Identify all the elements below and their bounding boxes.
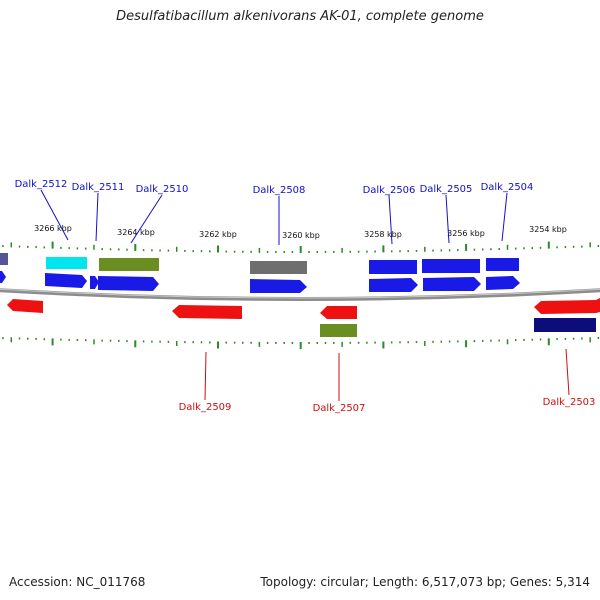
gene-feature-green[interactable] [99, 258, 159, 271]
scale-label: 3264 kbp [117, 228, 155, 237]
scale-label: 3254 kbp [529, 225, 567, 234]
scale-label: 3256 kbp [447, 229, 485, 238]
gene-arrow-forward[interactable] [45, 273, 87, 288]
scale-label: 3266 kbp [34, 224, 72, 233]
gene-arrow-reverse[interactable] [596, 298, 600, 313]
gene-label[interactable]: Dalk_2505 [420, 184, 473, 195]
tick-row-bottom [2, 337, 600, 349]
gene-arrow-forward[interactable] [423, 277, 481, 291]
gene-label[interactable]: Dalk_2508 [253, 185, 306, 196]
gene-label[interactable]: Dalk_2509 [179, 402, 232, 413]
leader-lines-top [40, 189, 508, 245]
gene-label[interactable]: Dalk_2507 [313, 403, 366, 414]
gene-label[interactable]: Dalk_2511 [72, 182, 125, 193]
gene-arrow-reverse[interactable] [534, 300, 596, 314]
gene-arrow-reverse[interactable] [320, 306, 357, 319]
scale-label: 3258 kbp [364, 230, 402, 239]
gene-label[interactable]: Dalk_2512 [15, 179, 68, 190]
gene-arrow-reverse[interactable] [7, 299, 43, 313]
gene-feature-green[interactable] [320, 324, 357, 337]
gene-feature-gray[interactable] [250, 261, 307, 274]
gene-feature-blue[interactable] [422, 259, 480, 273]
gene-arrow-forward[interactable] [0, 271, 6, 283]
gene-arrow-reverse[interactable] [172, 305, 242, 319]
gene-arrow-forward[interactable] [369, 278, 418, 292]
gene-feature-navy[interactable] [534, 318, 596, 332]
gene-arrow-forward[interactable] [486, 276, 520, 290]
gene-feature-blue[interactable] [369, 260, 417, 274]
scale-label: 3262 kbp [199, 230, 237, 239]
genome-summary-text: Topology: circular; Length: 6,517,073 bp… [260, 575, 590, 589]
gene-arrow-forward[interactable] [250, 279, 307, 293]
scale-label: 3260 kbp [282, 231, 320, 240]
gene-feature-blue[interactable] [486, 258, 519, 271]
gene-feature-cyan[interactable] [46, 257, 87, 269]
map-title: Desulfatibacillum alkenivorans AK-01, co… [116, 9, 484, 24]
gene-arrow-forward[interactable] [98, 276, 159, 291]
gene-label[interactable]: Dalk_2504 [481, 182, 534, 193]
gene-feature-navy[interactable] [0, 253, 8, 265]
gene-label[interactable]: Dalk_2510 [136, 184, 189, 195]
tick-row-top [2, 241, 600, 253]
gene-label[interactable]: Dalk_2506 [363, 185, 416, 196]
accession-text: Accession: NC_011768 [9, 575, 146, 589]
gene-arrow-forward[interactable] [90, 276, 99, 289]
gene-label[interactable]: Dalk_2503 [543, 397, 596, 408]
genome-backbone-highlight [0, 288, 600, 299]
leader-lines-bottom [204, 348, 570, 401]
genome-backbone [0, 288, 600, 301]
